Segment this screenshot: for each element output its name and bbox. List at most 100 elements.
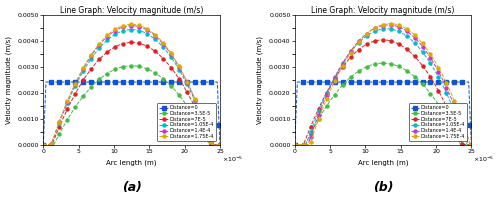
Distance=1.75E-4 — [386, 22, 392, 25]
Distance=7E-5 — [454, 130, 460, 132]
Distance=7E-5 — [128, 41, 134, 44]
Title: Line Graph: Velocity magnitude (m/s): Line Graph: Velocity magnitude (m/s) — [60, 6, 204, 15]
Distance=1.75E-4 — [299, 143, 305, 146]
Distance=1.05E-4 — [299, 143, 305, 146]
Distance=1.75E-4 — [324, 96, 330, 98]
Distance=1.05E-4 — [209, 143, 215, 146]
Distance=1.4E-4 — [202, 126, 208, 128]
Distance=3.5E-5 — [468, 143, 474, 146]
Distance=3.5E-5 — [324, 103, 330, 106]
Distance=0 — [303, 81, 309, 83]
Distance=7E-5 — [380, 39, 386, 41]
Distance=3.5E-5 — [460, 143, 466, 146]
Distance=1.4E-4 — [324, 92, 330, 95]
Distance=1.05E-4 — [460, 133, 466, 136]
Distance=1.05E-4 — [338, 63, 344, 66]
Line: Distance=3.5E-5: Distance=3.5E-5 — [293, 62, 473, 146]
Distance=1.75E-4 — [292, 143, 298, 146]
Distance=0 — [52, 81, 58, 83]
Distance=3.5E-5 — [454, 136, 460, 139]
Distance=1.4E-4 — [338, 64, 344, 66]
Distance=1.05E-4 — [468, 143, 474, 146]
Line: Distance=1.75E-4: Distance=1.75E-4 — [293, 22, 473, 146]
Distance=1.05E-4 — [217, 143, 223, 146]
Distance=1.4E-4 — [48, 143, 54, 146]
Distance=7E-5 — [299, 143, 305, 146]
Line: Distance=1.75E-4: Distance=1.75E-4 — [42, 23, 222, 146]
Distance=1.4E-4 — [128, 24, 134, 27]
Distance=0 — [454, 81, 460, 83]
Distance=1.4E-4 — [454, 111, 460, 114]
X-axis label: Arc length (m): Arc length (m) — [358, 159, 408, 166]
Distance=1.05E-4 — [128, 28, 134, 31]
Text: $\times10^{-5}$: $\times10^{-5}$ — [222, 155, 243, 164]
Distance=3.5E-5 — [40, 143, 46, 146]
Distance=1.75E-4 — [202, 125, 208, 128]
Line: Distance=7E-5: Distance=7E-5 — [42, 41, 222, 146]
Distance=1.4E-4 — [302, 143, 308, 146]
Distance=1.05E-4 — [324, 90, 330, 93]
Distance=1.05E-4 — [40, 143, 46, 146]
Line: Distance=0: Distance=0 — [293, 80, 473, 146]
Distance=1.05E-4 — [302, 143, 308, 146]
Distance=3.5E-5 — [88, 87, 94, 89]
Distance=0 — [340, 81, 345, 83]
Distance=1.75E-4 — [73, 80, 79, 83]
X-axis label: Arc length (m): Arc length (m) — [106, 159, 157, 166]
Distance=0 — [40, 143, 46, 146]
Legend: Distance=0, Distance=3.5E-5, Distance=7E-5, Distance=1.05E-4, Distance=1.4E-4, D: Distance=0, Distance=3.5E-5, Distance=7E… — [158, 103, 216, 141]
Distance=7E-5 — [202, 130, 208, 132]
Distance=1.4E-4 — [88, 56, 94, 58]
Distance=1.4E-4 — [40, 143, 46, 146]
Line: Distance=1.4E-4: Distance=1.4E-4 — [293, 23, 473, 146]
Distance=3.5E-5 — [51, 143, 57, 146]
Distance=7E-5 — [460, 143, 466, 146]
Distance=0 — [468, 143, 474, 146]
Distance=3.5E-5 — [209, 143, 215, 146]
Distance=7E-5 — [324, 90, 330, 92]
Distance=0 — [209, 81, 215, 83]
Text: (b): (b) — [373, 181, 394, 194]
Distance=7E-5 — [51, 139, 57, 141]
Distance=1.05E-4 — [51, 136, 57, 138]
Distance=1.4E-4 — [217, 143, 223, 146]
Distance=1.4E-4 — [468, 143, 474, 146]
Distance=3.5E-5 — [380, 62, 386, 64]
Distance=1.75E-4 — [302, 143, 308, 146]
Distance=3.5E-5 — [48, 143, 54, 146]
Line: Distance=1.05E-4: Distance=1.05E-4 — [293, 27, 473, 146]
Distance=7E-5 — [468, 143, 474, 146]
Distance=7E-5 — [292, 143, 298, 146]
Distance=1.4E-4 — [292, 143, 298, 146]
Distance=1.75E-4 — [40, 143, 46, 146]
Distance=1.05E-4 — [383, 27, 389, 30]
Distance=1.75E-4 — [217, 143, 223, 146]
Text: (a): (a) — [122, 181, 142, 194]
Distance=7E-5 — [48, 143, 54, 146]
Distance=0 — [460, 81, 466, 83]
Distance=7E-5 — [217, 143, 223, 146]
Y-axis label: Velocity magnitude (m/s): Velocity magnitude (m/s) — [6, 36, 12, 124]
Distance=0 — [300, 81, 306, 83]
Distance=3.5E-5 — [202, 136, 208, 139]
Y-axis label: Velocity magnitude (m/s): Velocity magnitude (m/s) — [257, 36, 264, 124]
Distance=0 — [326, 81, 332, 83]
Distance=1.4E-4 — [51, 135, 57, 138]
Legend: Distance=0, Distance=3.5E-5, Distance=7E-5, Distance=1.05E-4, Distance=1.4E-4, D: Distance=0, Distance=3.5E-5, Distance=7E… — [408, 103, 467, 141]
Distance=1.05E-4 — [202, 126, 208, 129]
Distance=1.75E-4 — [48, 143, 54, 146]
Distance=1.05E-4 — [454, 117, 460, 119]
Distance=1.75E-4 — [338, 66, 344, 69]
Text: $\times10^{-5}$: $\times10^{-5}$ — [473, 155, 494, 164]
Distance=3.5E-5 — [128, 64, 134, 67]
Line: Distance=1.4E-4: Distance=1.4E-4 — [42, 24, 222, 146]
Distance=0 — [74, 81, 80, 83]
Distance=3.5E-5 — [217, 143, 223, 146]
Distance=1.4E-4 — [73, 81, 79, 84]
Line: Distance=1.05E-4: Distance=1.05E-4 — [42, 28, 222, 146]
Line: Distance=3.5E-5: Distance=3.5E-5 — [42, 64, 222, 146]
Distance=0 — [202, 81, 208, 83]
Distance=1.05E-4 — [292, 143, 298, 146]
Distance=3.5E-5 — [338, 85, 344, 87]
Distance=0 — [88, 81, 94, 83]
